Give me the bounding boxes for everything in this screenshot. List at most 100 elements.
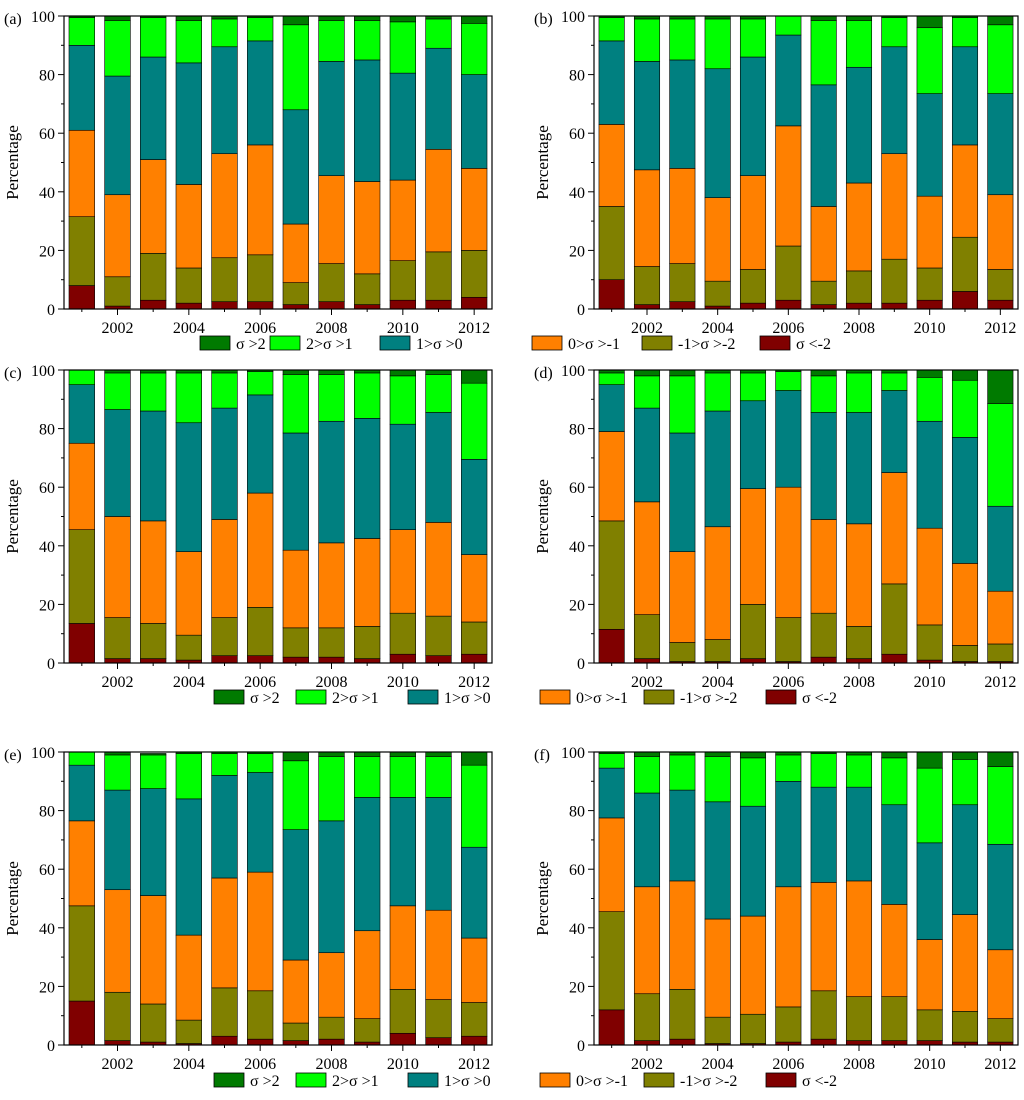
bar-segment	[951, 914, 979, 1012]
bar-segment	[140, 159, 167, 254]
bar-segment	[211, 372, 238, 409]
bar-segment	[916, 267, 943, 301]
legend-label: 1>σ >0	[444, 690, 491, 707]
bar-segment	[810, 753, 837, 788]
bar-segment	[633, 501, 661, 615]
bar-segment	[916, 624, 943, 661]
bar-segment	[247, 371, 274, 396]
bar-segment	[739, 175, 767, 270]
bar-segment	[669, 551, 696, 643]
bar-segment	[951, 751, 979, 760]
y-tick-label: 80	[569, 804, 585, 821]
bar-segment	[140, 17, 167, 58]
bar-segment	[354, 418, 381, 539]
bar-segment	[598, 911, 625, 1011]
bar-segment	[775, 486, 802, 618]
y-tick-label: 80	[39, 804, 55, 821]
bar-segment	[354, 59, 381, 182]
bar-segment	[916, 299, 943, 310]
bar-segment	[354, 372, 381, 419]
bar-segment	[987, 269, 1014, 301]
bar-segment	[354, 273, 381, 305]
bar-segment	[916, 939, 943, 1011]
bar-segment	[389, 179, 416, 261]
bar-segment	[318, 952, 345, 1018]
bar-segment	[810, 612, 837, 658]
bar-segment	[881, 996, 908, 1041]
bar-segment	[282, 760, 309, 830]
bar-segment	[916, 15, 943, 29]
y-tick-label: 60	[569, 862, 585, 879]
legend-label: -1>σ >-2	[680, 1073, 737, 1090]
bar-segment	[461, 382, 488, 460]
legend-label: 2>σ >1	[332, 1073, 379, 1090]
legend-label: σ >2	[250, 690, 280, 707]
bar-segment	[247, 1038, 274, 1046]
bar-segment	[140, 1003, 167, 1043]
bar-segment	[845, 15, 873, 21]
bar-segment	[282, 24, 309, 111]
legend-label: σ <-2	[802, 690, 837, 707]
bar-segment	[739, 658, 767, 664]
bar-segment	[461, 250, 488, 298]
legend-swatch	[643, 689, 675, 705]
bar-segment	[916, 767, 943, 844]
bar-segment	[810, 519, 837, 614]
bar-segment	[633, 169, 661, 267]
bar-segment	[247, 301, 274, 310]
bar-segment	[987, 643, 1014, 662]
legend: σ >2 2>σ >1 1>σ >0	[199, 335, 463, 353]
bar-segment	[845, 786, 873, 882]
bar-segment	[845, 1040, 873, 1046]
bar-segment	[739, 805, 767, 917]
bar-segment	[845, 754, 873, 788]
bar-segment	[389, 529, 416, 614]
bar-segment	[987, 403, 1014, 507]
legend: 0>σ >-1 -1>σ >-2 σ <-2	[531, 335, 831, 353]
bar-segment	[247, 394, 274, 494]
y-tick-label: 0	[577, 302, 585, 319]
bar-segment	[425, 751, 452, 757]
bar-segment	[211, 655, 238, 664]
x-tick-label: 2012	[458, 1056, 490, 1073]
y-tick-label: 0	[577, 1038, 585, 1055]
bar-segment	[140, 895, 167, 1005]
bar-segment	[810, 304, 837, 310]
bar-segment	[739, 604, 767, 659]
bar-segment	[211, 519, 238, 618]
bar-segment	[669, 59, 696, 169]
bar-segment	[845, 302, 873, 310]
y-tick-label: 60	[39, 126, 55, 143]
bar-segment	[461, 846, 488, 939]
bar-segment	[282, 829, 309, 961]
bar-segment	[425, 655, 452, 664]
bar-segment	[951, 17, 979, 48]
legend-label: σ >2	[236, 336, 266, 353]
bar-segment	[68, 764, 95, 822]
bar-segment	[881, 904, 908, 997]
bar-segment	[810, 280, 837, 305]
bar-segment	[845, 20, 873, 68]
bar-segment	[389, 375, 416, 425]
bar-segment	[881, 472, 908, 585]
bar-segment	[354, 751, 381, 757]
bar-segment	[881, 258, 908, 304]
legend-label: 1>σ >0	[444, 1073, 491, 1090]
bar-segment	[318, 374, 345, 422]
bar-segment	[68, 442, 95, 530]
bar-segment	[739, 488, 767, 605]
bar-segment	[104, 789, 131, 891]
bar-segment	[104, 75, 131, 196]
bar-segment	[354, 756, 381, 798]
y-axis-label: Percentage	[533, 479, 552, 554]
bar-segment	[633, 407, 661, 503]
x-tick-label: 2004	[702, 674, 734, 691]
bar-segment	[916, 195, 943, 269]
bar-segment	[68, 623, 95, 664]
bar-segment	[282, 1022, 309, 1041]
bar-segment	[951, 144, 979, 238]
bar-segment	[282, 369, 309, 375]
bar-segment	[598, 628, 625, 664]
x-tick-label: 2002	[631, 674, 663, 691]
